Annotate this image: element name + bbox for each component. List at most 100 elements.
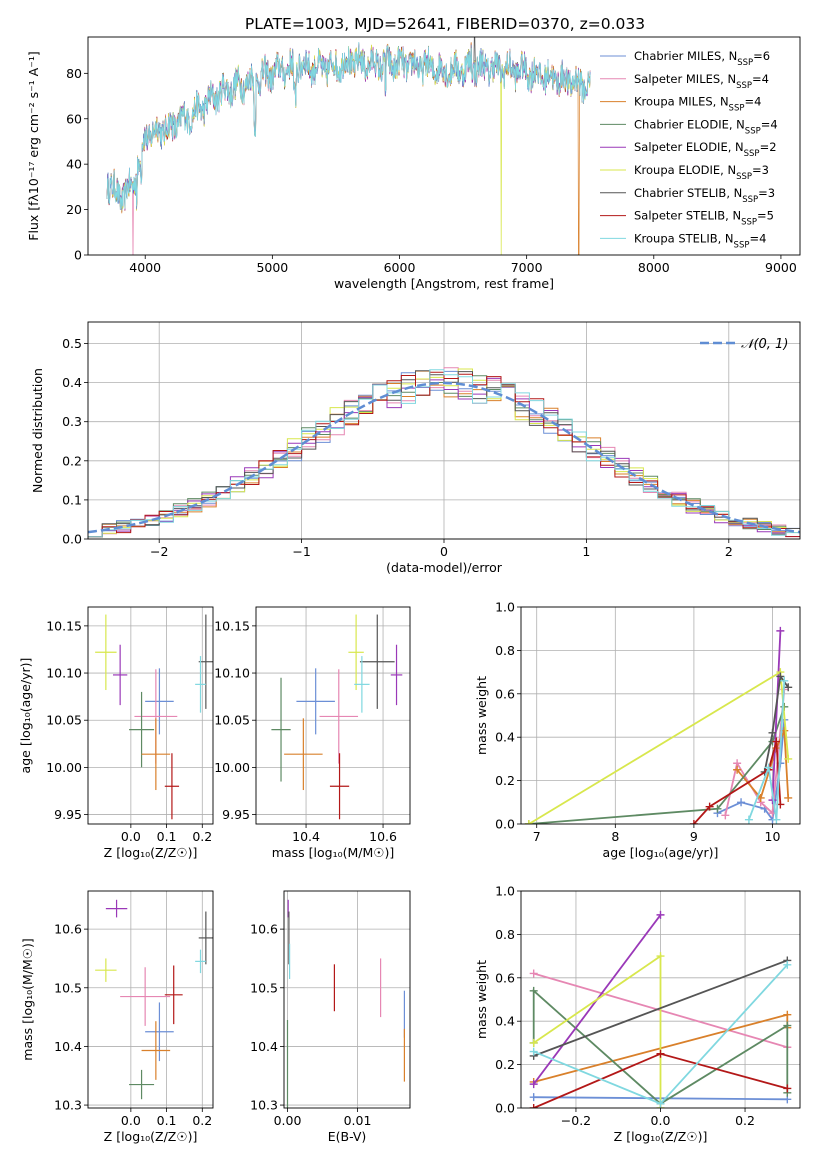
x-axis-label: Z [log₁₀(Z/Z☉)] xyxy=(614,1129,708,1144)
histogram-salpeter-elodie xyxy=(88,377,800,538)
legend-label: Kroupa ELODIE, NSSP=3 xyxy=(634,163,769,182)
axes-frame xyxy=(87,890,214,1109)
weight-marker xyxy=(529,1047,538,1056)
errorbar-point xyxy=(319,669,359,764)
y-tick-label: 20 xyxy=(66,202,82,217)
weight-marker xyxy=(529,1080,538,1089)
weight-lines xyxy=(529,910,792,1108)
x-axis-label: age [log₁₀(age/yr)] xyxy=(603,845,719,860)
y-tick-label: 0.5 xyxy=(62,336,82,351)
errorbar-point xyxy=(95,614,117,691)
y-tick-label: 10.00 xyxy=(46,760,82,775)
errorbar-point xyxy=(296,668,335,735)
errorbar-points xyxy=(95,899,213,1100)
x-tick-label: 0.0 xyxy=(121,1113,141,1128)
x-tick-label: 0.00 xyxy=(274,1113,302,1128)
weight-marker xyxy=(733,765,742,774)
age-vs-metallicity-panel: 0.0 0.1 0.2 9.95 10.00 10.05 10.10 10.15 Z [log₁… xyxy=(18,606,214,860)
weight-marker xyxy=(783,1010,792,1019)
legend-label: Salpeter STELIB, NSSP=5 xyxy=(634,209,774,228)
y-tick-label: 0.4 xyxy=(495,1014,515,1029)
errorbar-point xyxy=(95,958,117,982)
legend-label: Salpeter MILES, NSSP=4 xyxy=(634,72,769,91)
x-tick-label: −2 xyxy=(150,544,168,559)
mass-vs-extinction-panel: 0.00 0.01 10.3 10.4 10.5 10.6 E(B-V) xyxy=(250,890,411,1144)
errorbar-point xyxy=(113,644,128,706)
weight-line-kroupa-elodie xyxy=(528,670,790,824)
x-tick-label: 0 xyxy=(440,544,448,559)
weight-marker xyxy=(776,672,785,681)
y-tick-label: 0.8 xyxy=(495,643,515,658)
weight-marker xyxy=(529,1093,538,1102)
x-tick-label: 2 xyxy=(725,544,733,559)
x-tick-label: 0.0 xyxy=(651,1113,671,1128)
errorbar-point xyxy=(145,1002,174,1062)
axes-frame xyxy=(283,890,411,1109)
errorbar-point xyxy=(129,1069,155,1100)
histogram-steps xyxy=(88,367,800,538)
x-tick-label: 9000 xyxy=(765,260,797,275)
weight-marker xyxy=(784,683,793,692)
weight-marker xyxy=(780,676,789,685)
x-tick-label: 0.2 xyxy=(735,1113,755,1128)
spectrum-lines xyxy=(106,37,591,255)
errorbar-points xyxy=(95,614,213,820)
weight-marker xyxy=(737,798,746,807)
y-tick-label: 40 xyxy=(66,157,82,172)
weight-marker xyxy=(656,952,665,961)
weight-marker xyxy=(689,820,698,824)
histogram-kroupa-stelib xyxy=(88,369,800,538)
weight-marker xyxy=(783,1021,792,1030)
x-tick-label: 0.1 xyxy=(157,829,177,844)
y-tick-label: 0.8 xyxy=(495,927,515,942)
x-tick-label: 6000 xyxy=(384,260,416,275)
axes-frame xyxy=(87,606,214,825)
axes-frame xyxy=(255,606,411,825)
y-tick-label: 10.00 xyxy=(214,760,250,775)
weight-marker xyxy=(772,737,781,746)
weight-line-kroupa-stelib xyxy=(748,680,786,821)
y-tick-label: 10.4 xyxy=(250,1039,278,1054)
x-tick-label: 0.2 xyxy=(192,829,212,844)
weight-marker xyxy=(784,754,793,763)
weight-marker xyxy=(772,815,781,824)
x-tick-label: 8000 xyxy=(638,260,670,275)
residuals-panel: −2 −1 0 1 2 0.0 0.1 0.2 0.3 0.4 0.5 (data-model)/er… xyxy=(30,321,801,575)
errorbar-point xyxy=(141,718,171,791)
y-tick-label: 1.0 xyxy=(495,884,515,899)
errorbar-point xyxy=(198,911,213,965)
errorbar-point xyxy=(271,677,291,782)
x-axis-label: (data-model)/error xyxy=(386,560,503,575)
y-tick-label: 10.3 xyxy=(54,1098,82,1113)
y-tick-label: 10.3 xyxy=(250,1098,278,1113)
y-tick-label: 0.0 xyxy=(495,1101,515,1116)
weight-marker xyxy=(784,793,793,802)
legend-label: Chabrier ELODIE, NSSP=4 xyxy=(634,117,778,136)
y-tick-label: 0 xyxy=(74,248,82,263)
errorbar-point xyxy=(120,967,171,1026)
errorbar-point xyxy=(195,656,206,713)
y-tick-label: 0.6 xyxy=(495,686,515,701)
x-tick-label: 5000 xyxy=(256,260,288,275)
x-tick-label: 9 xyxy=(690,829,698,844)
x-tick-label: 0.1 xyxy=(157,1113,177,1128)
y-tick-label: 10.15 xyxy=(46,618,82,633)
spectrum-panel: 4000 5000 6000 7000 8000 9000 0 20 40 60 80 wavelen… xyxy=(26,36,801,291)
spectrum-series-kroupa-stelib xyxy=(106,41,591,210)
y-tick-label: 0.0 xyxy=(495,817,515,832)
x-tick-label: 10 xyxy=(765,829,781,844)
y-tick-label: 10.5 xyxy=(250,980,278,995)
y-tick-label: 10.5 xyxy=(54,980,82,995)
normal-reference-curve xyxy=(88,381,800,534)
y-tick-label: 10.4 xyxy=(54,1039,82,1054)
weight-marker xyxy=(529,1104,538,1108)
weight-line-chabrier-stelib xyxy=(533,959,788,1057)
weight-marker xyxy=(529,986,538,995)
age-vs-mass-panel: 10.4 10.6 9.95 10.00 10.05 10.10 10.15 mass [lo… xyxy=(214,606,411,860)
legend-label: Chabrier STELIB, NSSP=3 xyxy=(634,186,775,205)
errorbar-point xyxy=(141,1021,171,1080)
weight-marker xyxy=(524,820,533,824)
weight-marker xyxy=(529,1038,538,1047)
y-tick-label: 1.0 xyxy=(495,600,515,615)
